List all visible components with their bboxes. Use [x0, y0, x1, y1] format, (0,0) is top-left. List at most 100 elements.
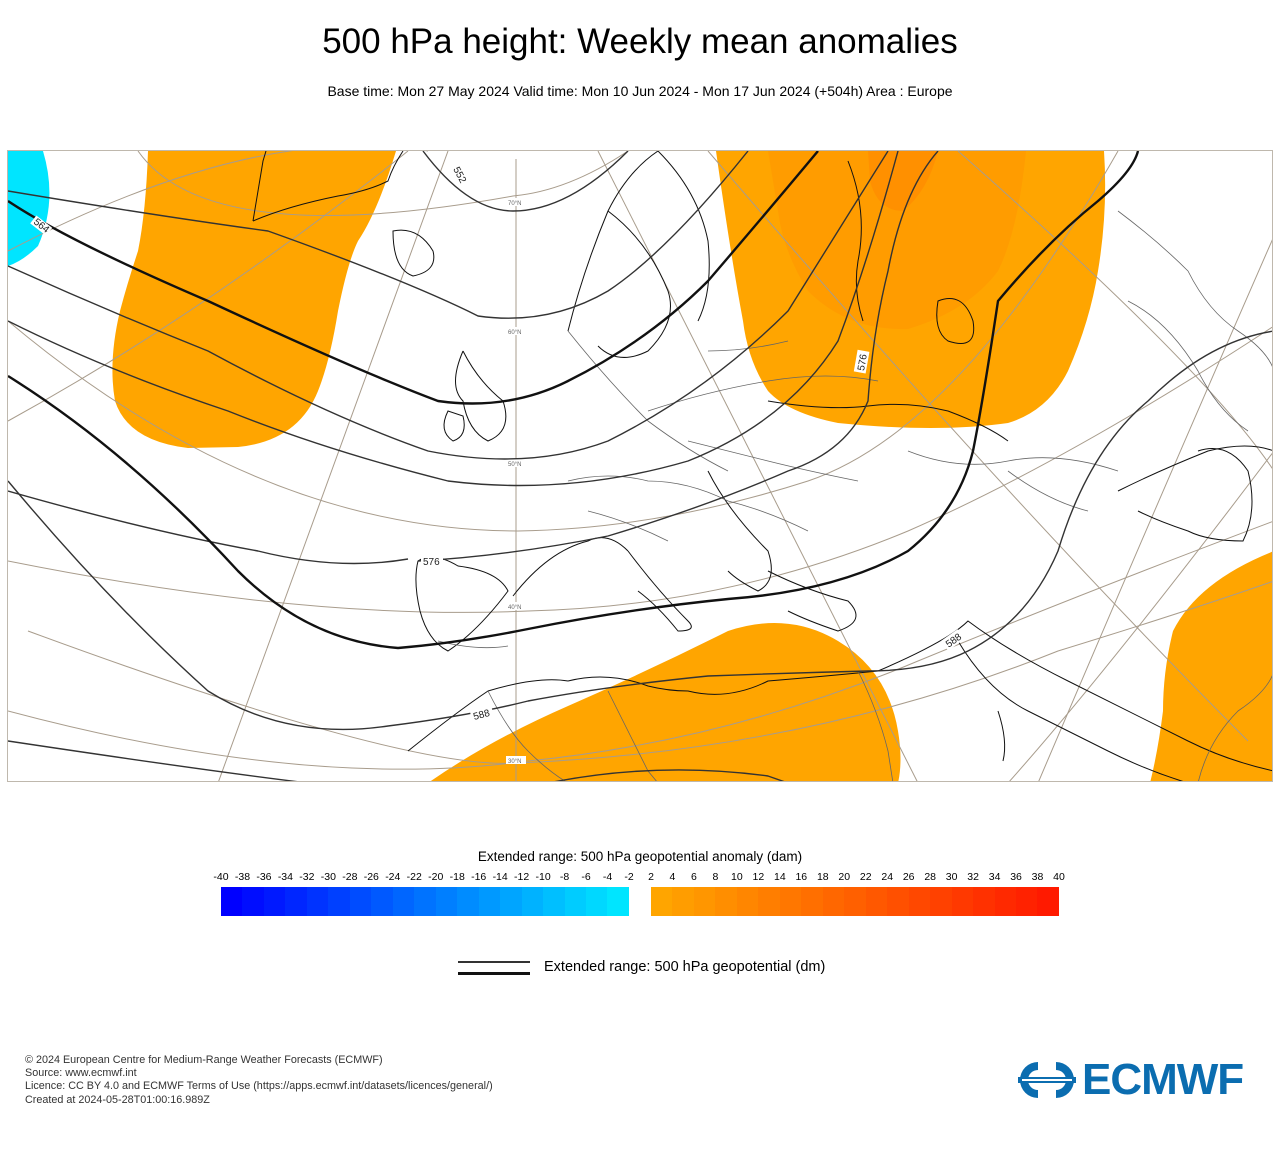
colorbar-cell [349, 887, 372, 916]
colorbar-tick: 16 [795, 871, 808, 883]
colorbar-tick: -30 [320, 871, 336, 883]
colorbar-tick: 34 [988, 871, 1001, 883]
colorbar-tick: 24 [881, 871, 894, 883]
colorbar-tick: 12 [752, 871, 765, 883]
svg-text:576: 576 [423, 557, 440, 568]
colorbar-tick: -10 [535, 871, 551, 883]
colorbar-cell [221, 887, 243, 916]
colorbar-tick: -34 [277, 871, 293, 883]
colorbar-tick: 32 [967, 871, 979, 883]
map-canvas: 70°N 60°N 50°N 40°N 30°N [8, 151, 1272, 781]
footer-licence: Licence: CC BY 4.0 and ECMWF Terms of Us… [25, 1080, 493, 1093]
colorbar-tick: 28 [924, 871, 936, 883]
negative-anomaly-area [8, 151, 50, 266]
colorbar-tick: -26 [363, 871, 379, 883]
colorbar-tick: -22 [406, 871, 422, 883]
svg-text:588: 588 [472, 708, 491, 723]
svg-text:576: 576 [856, 353, 870, 372]
colorbar-cell [607, 887, 629, 916]
colorbar-tick: -38 [234, 871, 251, 883]
colorbar-cell [887, 887, 909, 916]
colorbar-cell [951, 887, 974, 916]
contour-594 [554, 769, 785, 781]
footer-created: Created at 2024-05-28T01:00:16.989Z [25, 1093, 210, 1106]
colorbar-tick: -6 [581, 871, 591, 883]
colorbar-cell [973, 887, 995, 916]
colorbar-cell [521, 887, 544, 916]
colorbar-tick: -14 [492, 871, 508, 883]
colorbar-tick: -40 [213, 871, 229, 883]
colorbar-tick: -24 [385, 871, 401, 883]
contour-570b [8, 151, 899, 487]
contour-582 [8, 151, 1140, 650]
positive-anomaly-area-africa [430, 623, 901, 781]
colorbar-tick: 26 [902, 871, 915, 883]
positive-anomaly-area-atlantic [112, 151, 396, 448]
colorbar-tick: 2 [648, 871, 654, 883]
footer-credits: © 2024 European Centre for Medium-Range … [25, 1054, 493, 1107]
colorbar-cell [564, 887, 586, 916]
colorbar-cell [930, 887, 952, 916]
svg-text:60°N: 60°N [508, 330, 521, 336]
colorbar-cell [435, 887, 458, 916]
colorbar-cell [736, 887, 759, 916]
colorbar-tick: 14 [773, 871, 786, 883]
colorbar-tick: 40 [1053, 871, 1065, 883]
svg-text:50°N: 50°N [508, 462, 521, 468]
colorbar-tick: -16 [471, 871, 487, 883]
colorbar-cell [392, 887, 415, 916]
contour-576-west [417, 151, 939, 562]
colorbar-cell [414, 887, 436, 916]
colorbar-cell [844, 887, 866, 916]
weather-map: 70°N 60°N 50°N 40°N 30°N [7, 150, 1273, 782]
colorbar-tick: 38 [1031, 871, 1044, 883]
contour-552 [422, 151, 629, 212]
colorbar-cell [672, 887, 694, 916]
colorbar-cell [1015, 887, 1038, 916]
colorbar-tick: 20 [838, 871, 851, 883]
colorbar-cell [715, 887, 737, 916]
ecmwf-logo-text: ECMWF [1082, 1055, 1244, 1104]
chart-title: 500 hPa height: Weekly mean anomalies [322, 22, 958, 61]
colorbar-cell [1037, 887, 1059, 916]
geopotential-contours [8, 151, 1272, 781]
colorbar-cell [585, 887, 608, 916]
colorbar-tick: -20 [428, 871, 444, 883]
svg-text:70°N: 70°N [508, 201, 521, 207]
colorbar-tick: 4 [669, 871, 676, 883]
colorbar-cell [758, 887, 780, 916]
colorbar-cell [285, 887, 307, 916]
colorbar-tick: -32 [299, 871, 315, 883]
ecmwf-logo-icon [1018, 1062, 1076, 1098]
colorbar-cell [242, 887, 264, 916]
graticule [8, 151, 1272, 781]
graticule-labels: 70°N 60°N 50°N 40°N 30°N [506, 198, 526, 765]
colorbar-tick: 18 [816, 871, 829, 883]
colorbar-cell [328, 887, 350, 916]
anomaly-fills [8, 151, 1272, 781]
colorbar-cell [263, 887, 286, 916]
contour-legend-swatch [458, 961, 530, 975]
positive-anomaly-area-east [1150, 551, 1272, 781]
colorbar-tick: 8 [712, 871, 719, 883]
colorbar-tick: 30 [945, 871, 958, 883]
colorbar-cell [651, 887, 673, 916]
colorbar-tick: -8 [559, 871, 570, 883]
contour-586 [8, 330, 1272, 731]
colorbar-tick: -28 [342, 871, 358, 883]
contour-588-east [8, 740, 298, 781]
colorbar-cell [371, 887, 393, 916]
colorbar-cell [543, 887, 565, 916]
colorbar-tick: -2 [624, 871, 634, 883]
positive-anomaly-core [768, 151, 1026, 330]
contour-legend-label: Extended range: 500 hPa geopotential (dm… [544, 959, 826, 975]
colorbar-title: Extended range: 500 hPa geopotential ano… [477, 849, 803, 864]
colorbar-cell [908, 887, 931, 916]
chart-subtitle: Base time: Mon 27 May 2024 Valid time: M… [327, 83, 953, 99]
colorbar-tick: -36 [256, 871, 272, 883]
svg-text:30°N: 30°N [508, 759, 521, 765]
colorbar-negative [221, 887, 629, 916]
colorbar-tick: -4 [602, 871, 613, 883]
colorbar-ticks: -40 -38 -36 -34 -32 -30 -28 -26 -24 -22 -20 -18 -16-… [0, 871, 1280, 885]
footer-source: Source: www.ecmwf.int [25, 1067, 137, 1080]
